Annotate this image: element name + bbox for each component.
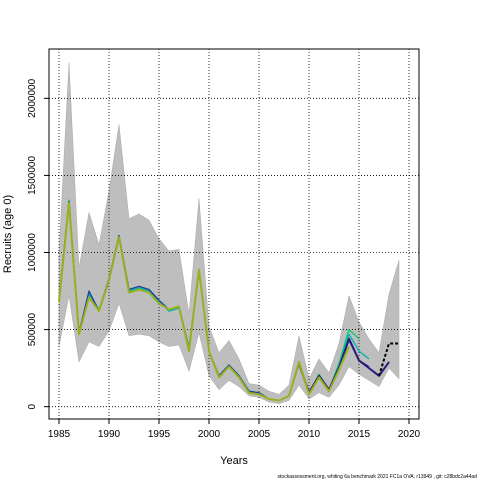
plot-frame xyxy=(48,48,420,420)
y-tick-label: 1500000 xyxy=(27,156,38,195)
y-tick-label: 500000 xyxy=(27,312,38,346)
x-tick-label: 1985 xyxy=(48,429,71,440)
confidence-band-area xyxy=(58,62,400,404)
x-tick-label: 2020 xyxy=(398,429,421,440)
x-tick-label: 2005 xyxy=(248,429,271,440)
y-tick-label: 2000000 xyxy=(27,78,38,117)
x-tick-label: 2000 xyxy=(198,429,221,440)
y-tick-label: 0 xyxy=(27,403,38,409)
x-tick-label: 1990 xyxy=(98,429,121,440)
x-tick-label: 2015 xyxy=(348,429,371,440)
series-line-5 xyxy=(58,202,350,402)
y-axis-title: Recruits (age 0) xyxy=(2,195,14,273)
x-tick-label: 1995 xyxy=(148,429,171,440)
series-lines xyxy=(58,199,399,402)
y-axis: 0 500000 1000000 1500000 2000000 xyxy=(27,78,49,409)
confidence-band xyxy=(58,62,400,404)
footer-credit: stockassessment.org, whiting 6a benchmar… xyxy=(278,474,478,480)
x-tick-label: 2010 xyxy=(298,429,321,440)
x-axis: 1985 1990 1995 2000 2005 2010 2015 2020 xyxy=(48,419,421,440)
series-line-6 xyxy=(378,342,399,377)
x-axis-title: Years xyxy=(220,455,248,467)
y-tick-label: 1000000 xyxy=(27,233,38,272)
